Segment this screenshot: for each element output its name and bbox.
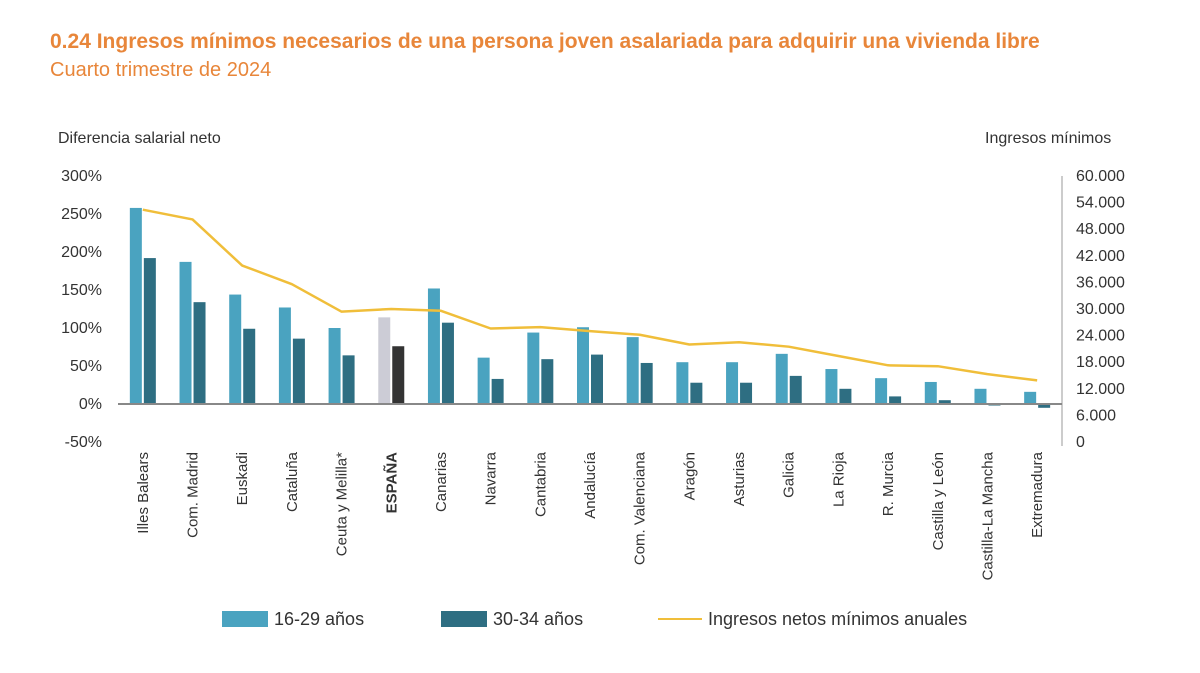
bar-30-34 <box>441 322 454 404</box>
category-label: Illes Balears <box>135 452 152 534</box>
legend-swatch-income-line <box>658 618 702 620</box>
bar-16-29 <box>974 388 987 404</box>
y-right-tick-label: 60.000 <box>1076 168 1125 185</box>
bar-16-29 <box>427 288 440 404</box>
category-label: R. Murcia <box>880 451 897 516</box>
category-label: Andalucía <box>582 451 599 518</box>
bar-30-34 <box>243 328 256 404</box>
bar-30-34 <box>740 382 753 404</box>
y-right-tick-label: 6.000 <box>1076 407 1116 424</box>
y-left-tick-label: 300% <box>61 168 102 185</box>
bar-16-29 <box>626 337 639 404</box>
bar-16-29 <box>278 307 291 404</box>
bar-16-29 <box>825 369 838 404</box>
legend-item-16-29: 16-29 años <box>222 608 364 630</box>
bar-30-34 <box>193 302 206 404</box>
bar-16-29 <box>1024 391 1037 404</box>
bar-16-29 <box>378 317 391 404</box>
income-line <box>142 208 1038 382</box>
y-left-tick-label: 50% <box>70 358 102 375</box>
category-label: Castilla-La Mancha <box>979 451 996 580</box>
bar-16-29 <box>229 294 242 404</box>
bar-16-29 <box>676 362 689 404</box>
legend-item-30-34: 30-34 años <box>441 608 583 630</box>
category-label: Aragón <box>681 452 698 500</box>
legend-swatch-30-34 <box>441 611 487 627</box>
category-label: Cataluña <box>284 451 301 512</box>
y-right-tick-label: 24.000 <box>1076 328 1125 345</box>
y-right-tick-label: 42.000 <box>1076 248 1125 265</box>
bar-16-29 <box>527 332 540 404</box>
bar-30-34 <box>491 378 504 404</box>
category-label: La Rioja <box>830 451 847 507</box>
chart-subtitle: Cuarto trimestre de 2024 <box>50 59 272 81</box>
bar-16-29 <box>179 261 192 404</box>
y-right-tick-label: 48.000 <box>1076 221 1125 238</box>
category-label: Euskadi <box>234 452 251 505</box>
category-label: Canarias <box>433 452 450 512</box>
y-left-axis-label: Diferencia salarial neto <box>58 130 221 147</box>
bar-30-34 <box>640 362 653 404</box>
y-right-axis-label: Ingresos mínimos <box>985 130 1112 147</box>
category-label: Com. Madrid <box>185 452 202 538</box>
y-left-tick-label: 0% <box>79 396 102 413</box>
category-label: Extremadura <box>1029 451 1046 538</box>
bar-16-29 <box>875 378 888 404</box>
y-right-tick-label: 36.000 <box>1076 274 1125 291</box>
legend-swatch-16-29 <box>222 611 268 627</box>
bar-16-29 <box>775 353 788 404</box>
bar-30-34 <box>889 396 902 404</box>
y-right-tick-label: 0 <box>1076 434 1085 451</box>
category-label: Asturias <box>731 452 748 506</box>
y-left-tick-label: 250% <box>61 206 102 223</box>
bar-16-29 <box>129 207 142 404</box>
bar-30-34 <box>789 375 802 404</box>
bar-30-34 <box>143 258 156 404</box>
bar-30-34 <box>690 382 703 404</box>
legend-label-30-34: 30-34 años <box>493 608 584 629</box>
legend-label-income-line: Ingresos netos mínimos anuales <box>708 608 968 629</box>
bar-16-29 <box>726 362 739 404</box>
category-label: Com. Valenciana <box>632 451 649 565</box>
y-left-tick-label: 100% <box>61 320 102 337</box>
bar-16-29 <box>328 328 341 404</box>
bar-30-34 <box>292 338 305 404</box>
bar-16-29 <box>924 381 937 404</box>
legend-item-income-line: Ingresos netos mínimos anuales <box>658 608 967 630</box>
bar-30-34 <box>342 355 355 404</box>
y-right-tick-label: 18.000 <box>1076 354 1125 371</box>
y-right-tick-label: 54.000 <box>1076 195 1125 212</box>
bar-30-34 <box>392 346 405 404</box>
bar-16-29 <box>477 357 490 404</box>
y-left-tick-label: 150% <box>61 282 102 299</box>
legend-label-16-29: 16-29 años <box>274 608 365 629</box>
bar-30-34 <box>541 359 554 404</box>
category-label: ESPAÑA <box>382 452 400 514</box>
y-right-tick-label: 12.000 <box>1076 381 1125 398</box>
bar-30-34 <box>839 388 852 404</box>
category-label: Cantabria <box>532 451 549 517</box>
y-left-tick-label: 200% <box>61 244 102 261</box>
category-label: Navarra <box>483 451 500 505</box>
category-label: Castilla y León <box>930 452 947 550</box>
bar-30-34 <box>591 354 603 404</box>
category-label: Galicia <box>781 451 798 498</box>
y-left-tick-label: -50% <box>65 434 102 451</box>
y-right-tick-label: 30.000 <box>1076 301 1125 318</box>
chart-plot: 300% 250% 200% 150% 100% 50% 0% -50% 60.000 54.00… <box>61 168 1125 580</box>
bar-16-29 <box>577 327 589 404</box>
chart-title: 0.24 Ingresos mínimos necesarios de una … <box>50 30 1040 53</box>
category-label: Ceuta y Melilla* <box>334 452 351 556</box>
bar-30-34 <box>938 400 951 404</box>
bar-30-34 <box>1038 404 1051 408</box>
